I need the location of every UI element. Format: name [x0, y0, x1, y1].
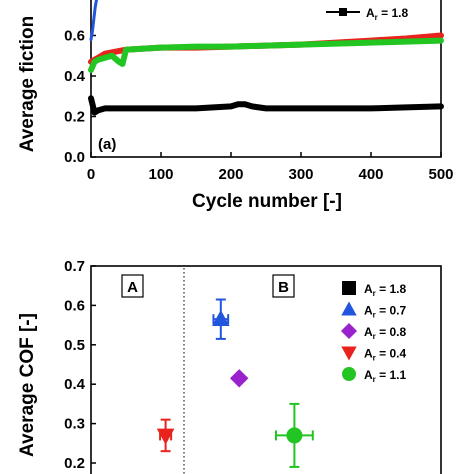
b-point-1 [230, 369, 249, 388]
a-series-line-0 [88, 95, 444, 116]
panel-a: 0.0 0.2 0.4 0.6 0.8 0 100 200 300 400 500 Average… [17, 0, 454, 212]
b-y-tick-label: 0.7 [64, 258, 85, 275]
b-point-2 [156, 418, 175, 453]
b-legend-entry-0: Ar = 1.8 [342, 281, 406, 298]
b-legend-marker [340, 322, 358, 340]
b-y-tick-label: 0.6 [64, 297, 85, 314]
a-legend-label: Ar = 1.8 [366, 6, 408, 22]
b-legend-entry-3: Ar = 0.4 [341, 347, 406, 363]
a-x-tick-label: 200 [218, 166, 243, 183]
a-y-tick-label: 0.0 [64, 149, 85, 166]
b-y-tick-label: 0.3 [64, 416, 85, 433]
b-legend-entry-4: Ar = 1.1 [342, 367, 406, 384]
b-region-a-box [121, 274, 144, 298]
b-y-tick-label: 0.2 [64, 455, 85, 472]
a-x-tick-label: 100 [148, 166, 173, 183]
a-y-tick-label: 0.8 [64, 0, 85, 4]
a-x-tick-label: 300 [288, 166, 313, 183]
a-x-axis-title: Cycle number [-] [192, 191, 342, 212]
b-region-b-label: B [278, 279, 289, 296]
b-point-marker [212, 309, 230, 326]
b-legend-label: Ar = 0.7 [364, 304, 406, 320]
b-region-a-label: A [127, 279, 138, 296]
a-y-tick-label: 0.4 [64, 68, 86, 85]
b-point-3 [275, 402, 314, 468]
b-legend-label: Ar = 0.8 [364, 325, 406, 341]
b-points [156, 298, 314, 468]
b-y-tick-label: 0.5 [64, 337, 85, 354]
a-x-tick-label: 400 [358, 166, 383, 183]
plot-b-frame [90, 265, 442, 474]
b-y-tick-label: 0.4 [64, 376, 86, 393]
a-y-axis-title: Average fiction [17, 16, 38, 153]
b-legend-label: Ar = 0.4 [364, 347, 406, 363]
b-legend-marker [341, 346, 357, 361]
b-point-marker [230, 369, 249, 388]
a-y-ticks: 0.0 0.2 0.4 0.6 0.8 [64, 0, 96, 166]
a-series-line-3 [89, 0, 98, 42]
b-y-ticks: 0.2 0.3 0.4 0.5 0.6 0.7 [64, 258, 96, 472]
a-y-tick-label: 0.6 [64, 28, 85, 45]
plot-a-frame [90, 0, 442, 158]
a-y-tick-label: 0.2 [64, 109, 85, 126]
a-series-line-2 [88, 37, 444, 73]
b-point-marker [286, 427, 303, 444]
a-x-tick-label: 0 [87, 166, 95, 183]
b-legend-marker [342, 367, 356, 381]
a-x-tick-label: 500 [428, 166, 453, 183]
panel-b: 0.20.30.40.50.60.7 A B Ar = 1.8Ar = 0.7A… [17, 258, 442, 474]
b-legend-marker [341, 301, 357, 316]
b-legend-entry-1: Ar = 0.7 [341, 301, 406, 320]
a-legend: Ar = 1.8 [326, 6, 408, 22]
b-legend-label: Ar = 1.1 [364, 368, 406, 384]
a-panel-label: (a) [98, 136, 116, 153]
b-legend-entry-2: Ar = 0.8 [340, 322, 406, 341]
b-point-0 [212, 298, 230, 340]
b-legend-marker [342, 281, 356, 295]
a-legend-marker [339, 8, 347, 16]
a-x-ticks: 0 100 200 300 400 500 [87, 152, 454, 183]
b-legend-label: Ar = 1.8 [364, 282, 406, 298]
b-region-b-box [272, 274, 295, 298]
b-point-marker [156, 428, 175, 445]
b-legend: Ar = 1.8 Ar = 0.7 Ar = 0.8 Ar = 0.4 Ar = 1.1 [340, 281, 406, 384]
b-y-axis-title: Average COF [-] [17, 313, 38, 457]
a-series [88, 0, 444, 116]
